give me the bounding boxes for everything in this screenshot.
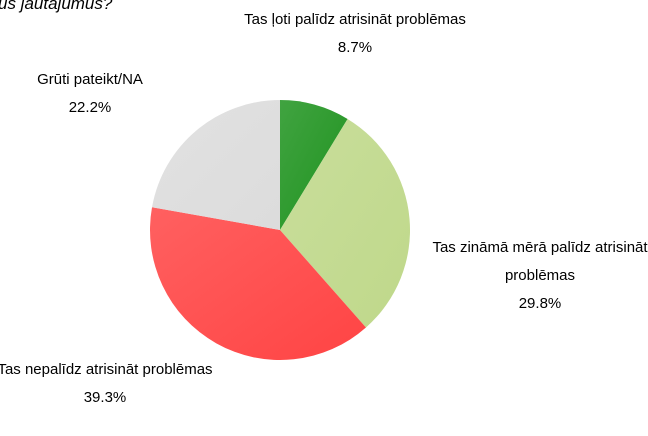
value-label: 39.3%	[83, 389, 127, 406]
slice-label: Grūti pateikt/NA 22.2%	[0, 66, 180, 122]
pie-slice	[152, 100, 280, 230]
slice-label: Tas ļoti palīdz atrisināt problēmas 8.7%	[230, 6, 480, 62]
category-name: Tas ļoti palīdz atrisināt problēmas	[244, 11, 466, 28]
value-label: 29.8%	[518, 295, 562, 312]
value-label: 22.2%	[68, 99, 112, 116]
pie-slice	[280, 118, 410, 328]
category-name: Grūti pateikt/NA	[37, 71, 143, 88]
category-name: Tas zināmā mērā palīdz atrisināt problēm…	[432, 239, 648, 284]
slice-label: Tas zināmā mērā palīdz atrisināt problēm…	[420, 234, 648, 318]
chart-title: us jautājumus?	[0, 0, 113, 13]
pie-slice	[280, 100, 348, 230]
pie-slice	[150, 207, 366, 360]
slice-label: Tas nepalīdz atrisināt problēmas 39.3%	[0, 356, 215, 412]
value-label: 8.7%	[337, 39, 373, 56]
category-name: Tas nepalīdz atrisināt problēmas	[0, 361, 213, 378]
